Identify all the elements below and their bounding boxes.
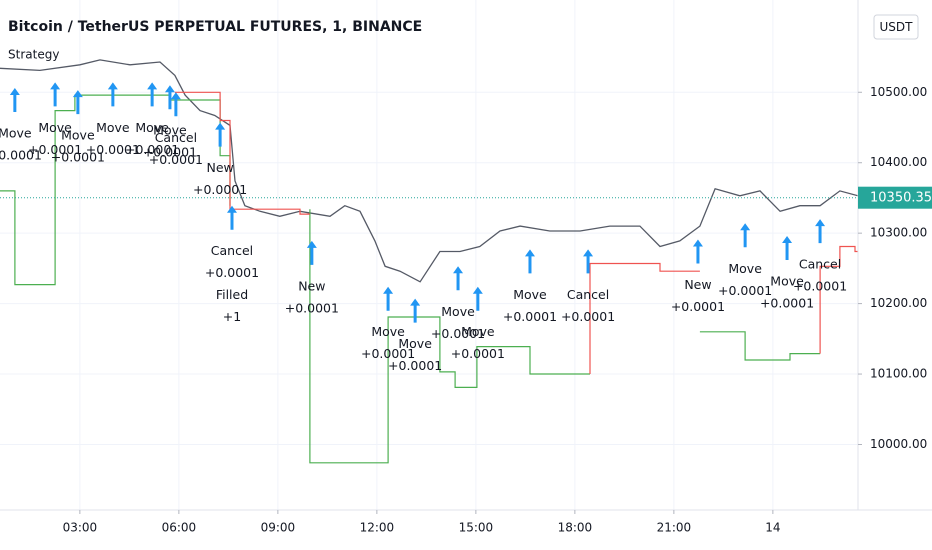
order-label: Move — [513, 287, 547, 302]
order-label: +0.0001 — [86, 142, 140, 157]
order-label: +1 — [223, 309, 241, 324]
order-arrow — [815, 219, 826, 244]
order-arrow — [692, 239, 703, 264]
y-tick-label: 10500.00 — [870, 85, 927, 99]
x-tick-label: 06:00 — [162, 521, 197, 535]
order-arrow — [524, 249, 535, 274]
order-label: +0.0001 — [205, 265, 259, 280]
order-label: +0.0001 — [718, 283, 772, 298]
currency-box[interactable] — [873, 14, 919, 40]
order-arrow — [453, 266, 464, 291]
order-arrow — [147, 82, 158, 107]
grid — [0, 0, 858, 510]
order-label: Move — [135, 120, 169, 135]
x-tick-label: 03:00 — [63, 521, 98, 535]
x-tick-label: 18:00 — [558, 521, 593, 535]
axes: 10000.00 10100.00 10200.00 10300.00 10400.00… — [63, 85, 928, 535]
order-label: Move — [96, 120, 130, 135]
order-arrow — [583, 249, 594, 274]
order-label: Move — [398, 336, 432, 351]
order-label: Cancel — [211, 243, 253, 258]
x-tick-label: 14 — [765, 521, 780, 535]
x-tick-label: 12:00 — [360, 521, 395, 535]
order-label: +0.0001 — [125, 142, 179, 157]
order-arrow — [740, 223, 751, 248]
order-label: +0.0001 — [0, 148, 42, 163]
order-label: +0.0001 — [760, 295, 814, 310]
order-label: New — [298, 278, 325, 293]
plot-area — [0, 59, 858, 464]
order-arrow — [472, 286, 483, 311]
y-tick-label: 10000.00 — [870, 437, 927, 451]
order-label: +0.0001 — [149, 152, 203, 167]
y-tick-label: 10100.00 — [870, 367, 927, 381]
order-label: Move — [0, 126, 32, 141]
order-arrow — [306, 240, 317, 265]
order-arrow — [50, 82, 61, 107]
y-tick-label: 10300.00 — [870, 226, 927, 240]
order-label: Move — [461, 324, 495, 339]
order-label: Cancel — [567, 287, 609, 302]
order-label: +0.0001 — [431, 326, 485, 341]
series-line — [0, 59, 858, 283]
order-label: +0.0001 — [388, 358, 442, 373]
order-label: +0.0001 — [361, 346, 415, 361]
order-arrow — [226, 205, 237, 230]
order-arrow — [383, 286, 394, 311]
order-arrow — [164, 85, 175, 110]
x-tick-label: 15:00 — [459, 521, 494, 535]
order-arrow — [107, 82, 118, 107]
x-tick-label: 21:00 — [657, 521, 692, 535]
currency-label[interactable]: USDT — [880, 20, 914, 34]
order-arrow — [410, 298, 421, 323]
order-label: New — [684, 277, 711, 292]
order-label: +0.0001 — [793, 279, 847, 294]
order-label: Cancel — [155, 130, 197, 145]
order-label: +0.0001 — [451, 346, 505, 361]
order-arrow — [782, 235, 793, 260]
order-label: Filled — [216, 287, 248, 302]
x-tick-label: 09:00 — [261, 521, 296, 535]
order-arrow — [215, 122, 226, 147]
order-label: +0.0001 — [193, 182, 247, 197]
order-label: Move — [38, 120, 72, 135]
order-label: Move — [728, 261, 762, 276]
order-label: Move — [441, 304, 475, 319]
order-arrow — [170, 92, 181, 117]
order-label: Move — [770, 273, 804, 288]
order-label: Move — [61, 128, 95, 143]
order-label: Move — [371, 324, 405, 339]
order-label: Move — [153, 123, 187, 138]
order-arrow — [72, 90, 83, 115]
last-price-box — [858, 186, 932, 209]
order-label: +0.0001 — [285, 300, 339, 315]
order-label: +0.0001 — [28, 142, 82, 157]
y-tick-label: 10400.00 — [870, 155, 927, 169]
order-label: +0.0001 — [51, 150, 105, 165]
last-price-label: 10350.35 — [870, 191, 932, 206]
series-line — [174, 91, 858, 374]
y-tick-label: 10200.00 — [870, 296, 927, 310]
order-label: +0.0001 — [671, 299, 725, 314]
order-label: +0.0001 — [503, 309, 557, 324]
order-label: Cancel — [799, 257, 841, 272]
order-label: +0.0001 — [143, 145, 197, 160]
strategy-label: Strategy — [8, 48, 59, 62]
order-arrow — [9, 88, 20, 113]
order-label: +0.0001 — [561, 309, 615, 324]
order-label: New — [206, 160, 233, 175]
chart-title: Bitcoin / TetherUS PERPETUAL FUTURES, 1,… — [8, 19, 422, 35]
